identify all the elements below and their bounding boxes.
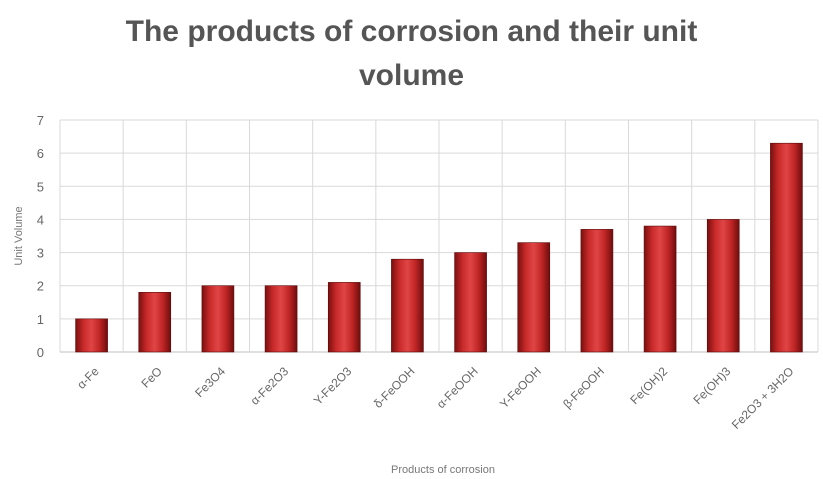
x-category-label: α-Fe xyxy=(74,364,102,392)
x-category-label: Fe3O4 xyxy=(192,364,228,400)
x-category-label: β-FeOOH xyxy=(560,364,607,411)
bar xyxy=(201,285,235,353)
bar xyxy=(391,258,424,353)
y-axis-title: Unit Volume xyxy=(13,206,25,265)
bars xyxy=(75,142,803,353)
bar xyxy=(327,282,361,353)
bar xyxy=(138,292,172,353)
y-tick-label: 0 xyxy=(37,345,44,360)
chart-title-line-1: The products of corrosion and their unit xyxy=(125,15,698,48)
x-axis-title: Products of corrosion xyxy=(391,464,495,476)
y-tick-label: 1 xyxy=(37,312,44,327)
x-category-label: α-FeOOH xyxy=(434,364,481,411)
bar xyxy=(706,219,740,353)
bar xyxy=(770,142,803,353)
chart-title-line-2: volume xyxy=(358,59,465,92)
x-category-label: Fe(OH)3 xyxy=(690,364,733,407)
y-axis-ticks: 0 1 2 3 4 5 6 7 xyxy=(37,113,44,360)
x-category-label: FeO xyxy=(138,364,164,390)
bar xyxy=(454,252,487,353)
bar xyxy=(643,225,677,353)
y-tick-label: 2 xyxy=(37,279,44,294)
x-category-label: Fe(OH)2 xyxy=(627,364,670,407)
y-tick-label: 4 xyxy=(37,212,44,227)
grid xyxy=(59,119,819,353)
y-tick-label: 5 xyxy=(37,179,44,194)
y-tick-label: 6 xyxy=(37,146,44,161)
y-tick-label: 7 xyxy=(37,113,44,128)
bar xyxy=(264,285,298,353)
bar xyxy=(75,318,108,353)
x-category-label: Υ-Fe2O3 xyxy=(311,364,355,408)
x-category-label: Υ-FeOOH xyxy=(497,364,544,411)
x-category-label: δ-FeOOH xyxy=(371,364,418,411)
bar xyxy=(580,229,614,353)
x-category-label: Fe2O3 + 3H2O xyxy=(729,364,797,432)
bar xyxy=(517,242,551,353)
y-tick-label: 3 xyxy=(37,246,44,261)
x-category-label: α-Fe2O3 xyxy=(248,364,292,408)
x-axis-categories: α-Fe FeO Fe3O4 α-Fe2O3 Υ-Fe2O3 δ-FeOOH α-FeOOH… xyxy=(74,364,796,432)
